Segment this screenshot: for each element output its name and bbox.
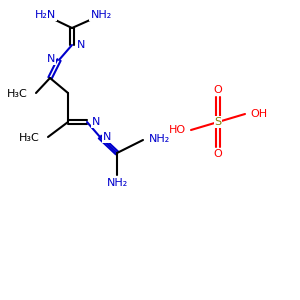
Text: NH₂: NH₂ — [90, 10, 112, 20]
Text: H₃C: H₃C — [7, 89, 28, 99]
Text: S: S — [214, 117, 222, 127]
Text: HO: HO — [168, 125, 186, 135]
Text: NH₂: NH₂ — [106, 178, 128, 188]
Text: N: N — [77, 40, 86, 50]
Text: N: N — [92, 117, 100, 127]
Text: H₃C: H₃C — [19, 133, 40, 143]
Text: NH₂: NH₂ — [149, 134, 170, 144]
Text: OH: OH — [250, 109, 268, 119]
Text: N: N — [103, 132, 111, 142]
Text: N: N — [46, 54, 55, 64]
Text: O: O — [214, 85, 222, 95]
Text: O: O — [214, 149, 222, 159]
Text: H₂N: H₂N — [34, 10, 56, 20]
